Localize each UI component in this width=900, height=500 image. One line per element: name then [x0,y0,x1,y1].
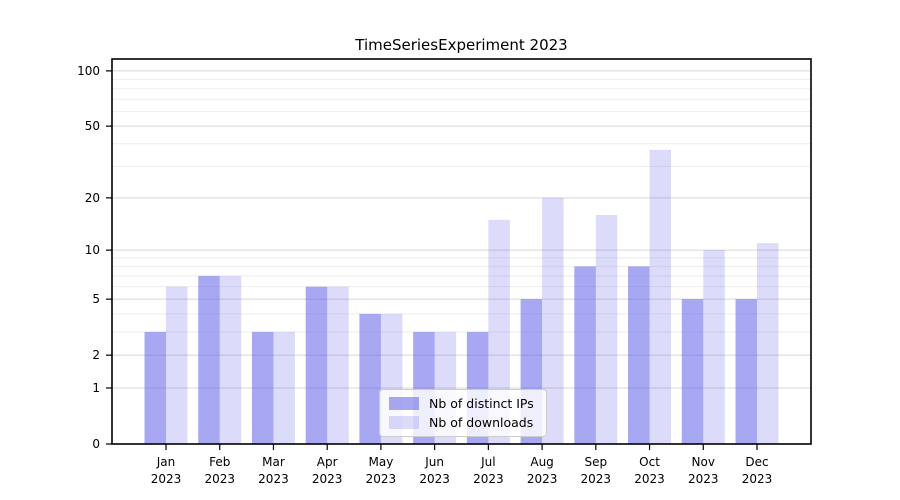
legend-entry-downloads: Nb of downloads [389,414,538,431]
x-tick-label-year: 2023 [527,472,558,486]
bar-downloads-aug [542,197,564,444]
x-tick-label-month: Jul [480,455,495,469]
bar-downloads-sep [595,214,618,444]
x-tick-label-month: Nov [692,455,715,469]
bar-distinct-ips-nov [681,299,704,444]
y-tick-label: 0 [92,437,100,451]
y-tick-label: 50 [85,119,100,133]
x-tick-label-year: 2023 [258,472,289,486]
chart-title: TimeSeriesExperiment 2023 [355,36,568,54]
bar-downloads-jul [488,219,510,444]
x-tick-label-month: Jan [156,455,176,469]
bar-distinct-ips-jan [144,331,166,444]
x-tick-label-month: Mar [262,455,285,469]
x-tick-label-month: Oct [639,455,660,469]
x-tick-label-month: Feb [209,455,230,469]
y-tick-label: 1 [92,381,100,395]
bar-downloads-apr [327,286,349,444]
bar-distinct-ips-feb [198,275,220,444]
x-tick-label-year: 2023 [204,472,235,486]
x-tick-label-month: Sep [585,455,608,469]
legend-swatch-distinct-ips [389,397,419,410]
bar-distinct-ips-sep [574,266,596,444]
bar-downloads-jan [166,286,188,444]
bar-downloads-dec [757,243,779,444]
bar-distinct-ips-apr [305,286,328,444]
y-tick-label: 5 [92,292,100,306]
x-tick-label-year: 2023 [742,472,773,486]
legend: Nb of distinct IPs Nb of downloads [379,389,547,437]
x-tick-label-year: 2023 [312,472,343,486]
x-tick-label-month: Dec [745,455,768,469]
plot-border [111,58,812,445]
bar-downloads-oct [649,149,672,444]
bar-downloads-mar [273,331,295,444]
x-tick-label-year: 2023 [581,472,612,486]
x-tick-label-month: Aug [530,455,553,469]
x-tick-label-month: Apr [317,455,338,469]
bar-distinct-ips-may [359,313,381,444]
y-tick-label: 20 [85,191,100,205]
bar-distinct-ips-mar [251,331,274,444]
x-tick-label-year: 2023 [151,472,182,486]
bar-downloads-feb [219,275,242,444]
legend-label-distinct-ips: Nb of distinct IPs [429,396,534,411]
x-tick-label-year: 2023 [634,472,665,486]
bar-distinct-ips-oct [628,266,650,444]
legend-label-downloads: Nb of downloads [429,415,534,430]
x-tick-label-year: 2023 [366,472,397,486]
y-tick-label: 100 [77,64,100,78]
x-tick-label-year: 2023 [688,472,719,486]
bar-downloads-nov [703,250,725,444]
y-tick-label: 2 [92,348,100,362]
bar-distinct-ips-dec [735,299,757,444]
legend-swatch-downloads [389,416,419,429]
legend-entry-distinct-ips: Nb of distinct IPs [389,395,538,412]
x-tick-label-month: May [369,455,394,469]
x-tick-label-year: 2023 [419,472,450,486]
x-tick-label-month: Jun [424,455,444,469]
x-tick-label-year: 2023 [473,472,504,486]
y-tick-label: 10 [85,243,100,257]
